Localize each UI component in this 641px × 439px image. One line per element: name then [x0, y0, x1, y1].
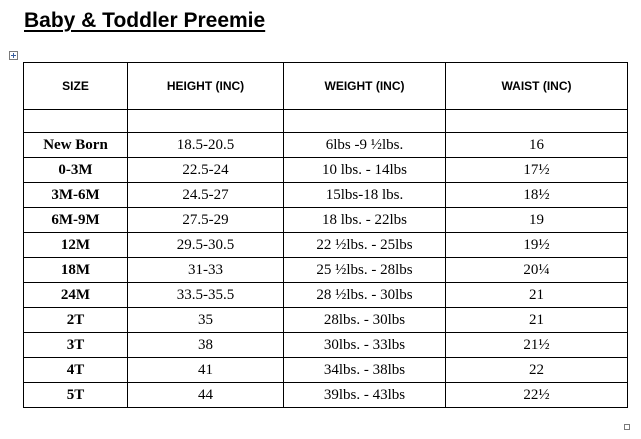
waist-cell: 19½ — [445, 232, 628, 258]
weight-cell: 15lbs-18 lbs. — [283, 182, 446, 208]
table-resize-handle-icon[interactable] — [624, 424, 630, 430]
waist-cell: 21 — [445, 282, 628, 308]
weight-cell: 10 lbs. - 14lbs — [283, 157, 446, 183]
height-cell: 44 — [127, 382, 284, 408]
table-row: New Born 18.5-20.5 6lbs -9 ½lbs. 16 — [23, 132, 628, 158]
table-row: 3T 38 30lbs. - 33lbs 21½ — [23, 332, 628, 358]
waist-cell: 19 — [445, 207, 628, 233]
height-cell: 18.5-20.5 — [127, 132, 284, 158]
weight-cell: 30lbs. - 33lbs — [283, 332, 446, 358]
height-cell: 24.5-27 — [127, 182, 284, 208]
empty-cell — [127, 109, 284, 133]
waist-cell: 22½ — [445, 382, 628, 408]
height-cell: 27.5-29 — [127, 207, 284, 233]
height-cell: 33.5-35.5 — [127, 282, 284, 308]
table-spacer-row — [23, 109, 628, 133]
page-title: Baby & Toddler Preemie — [24, 9, 266, 32]
waist-cell: 21 — [445, 307, 628, 333]
table-row: 0-3M 22.5-24 10 lbs. - 14lbs 17½ — [23, 157, 628, 183]
weight-cell: 34lbs. - 38lbs — [283, 357, 446, 383]
size-cell: 24M — [23, 282, 128, 308]
weight-cell: 22 ½lbs. - 25lbs — [283, 232, 446, 258]
weight-cell: 28 ½lbs. - 30lbs — [283, 282, 446, 308]
table-move-handle-icon[interactable] — [9, 51, 18, 60]
table-row: 6M-9M 27.5-29 18 lbs. - 22lbs 19 — [23, 207, 628, 233]
table-row: 3M-6M 24.5-27 15lbs-18 lbs. 18½ — [23, 182, 628, 208]
waist-cell: 17½ — [445, 157, 628, 183]
table-row: 4T 41 34lbs. - 38lbs 22 — [23, 357, 628, 383]
height-cell: 31-33 — [127, 257, 284, 283]
waist-cell: 22 — [445, 357, 628, 383]
waist-cell: 18½ — [445, 182, 628, 208]
table-header-row: SIZE HEIGHT (INC) WEIGHT (INC) WAIST (IN… — [23, 62, 628, 110]
empty-cell — [283, 109, 446, 133]
waist-cell: 21½ — [445, 332, 628, 358]
size-cell: 4T — [23, 357, 128, 383]
weight-cell: 25 ½lbs. - 28lbs — [283, 257, 446, 283]
empty-cell — [445, 109, 628, 133]
table-row: 12M 29.5-30.5 22 ½lbs. - 25lbs 19½ — [23, 232, 628, 258]
weight-cell: 6lbs -9 ½lbs. — [283, 132, 446, 158]
size-cell: 12M — [23, 232, 128, 258]
size-cell: 3T — [23, 332, 128, 358]
height-cell: 22.5-24 — [127, 157, 284, 183]
height-cell: 29.5-30.5 — [127, 232, 284, 258]
size-cell: 5T — [23, 382, 128, 408]
height-cell: 38 — [127, 332, 284, 358]
empty-cell — [23, 109, 128, 133]
size-cell: New Born — [23, 132, 128, 158]
height-cell: 41 — [127, 357, 284, 383]
table-body: New Born 18.5-20.5 6lbs -9 ½lbs. 16 0-3M 22.5… — [23, 132, 628, 408]
header-waist: WAIST (INC) — [445, 62, 628, 110]
weight-cell: 39lbs. - 43lbs — [283, 382, 446, 408]
table-row: 2T 35 28lbs. - 30lbs 21 — [23, 307, 628, 333]
size-chart-table: SIZE HEIGHT (INC) WEIGHT (INC) WAIST (IN… — [23, 62, 628, 408]
header-height: HEIGHT (INC) — [127, 62, 284, 110]
size-cell: 2T — [23, 307, 128, 333]
waist-cell: 16 — [445, 132, 628, 158]
height-cell: 35 — [127, 307, 284, 333]
header-size: SIZE — [23, 62, 128, 110]
size-cell: 3M-6M — [23, 182, 128, 208]
table-row: 5T 44 39lbs. - 43lbs 22½ — [23, 382, 628, 408]
size-cell: 6M-9M — [23, 207, 128, 233]
header-weight: WEIGHT (INC) — [283, 62, 446, 110]
waist-cell: 20¼ — [445, 257, 628, 283]
weight-cell: 18 lbs. - 22lbs — [283, 207, 446, 233]
table-row: 18M 31-33 25 ½lbs. - 28lbs 20¼ — [23, 257, 628, 283]
weight-cell: 28lbs. - 30lbs — [283, 307, 446, 333]
size-cell: 18M — [23, 257, 128, 283]
table-row: 24M 33.5-35.5 28 ½lbs. - 30lbs 21 — [23, 282, 628, 308]
size-cell: 0-3M — [23, 157, 128, 183]
